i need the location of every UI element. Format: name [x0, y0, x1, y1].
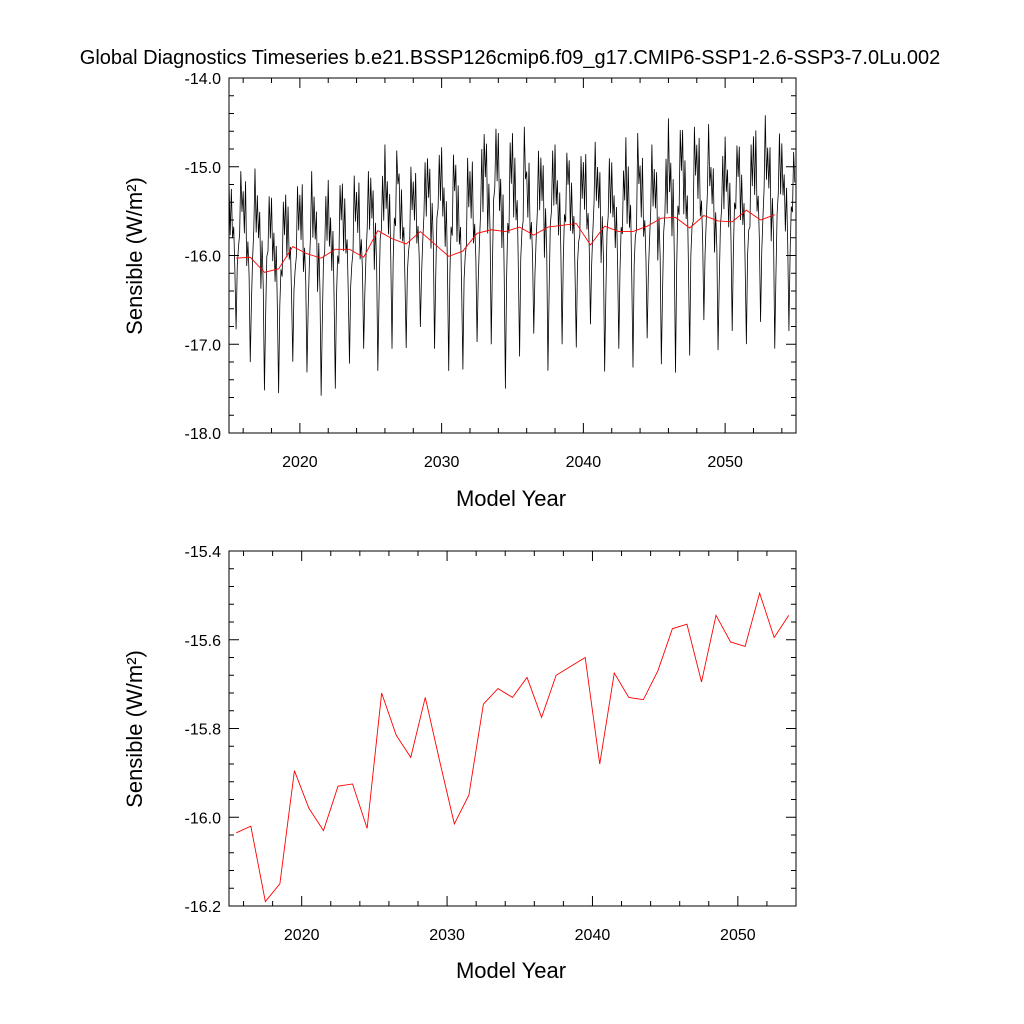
y-tick-label: -17.0 [185, 337, 222, 354]
y-tick-label: -14.0 [185, 71, 222, 88]
bottom-y-tick-labels: -15.4 -15.6 -15.8 -16.0 -16.2 [185, 544, 222, 916]
top-y-tick-labels: -14.0 -15.0 -16.0 -17.0 -18.0 [185, 71, 222, 443]
chart-title: Global Diagnostics Timeseries b.e21.BSSP… [80, 47, 940, 69]
top-y-axis-label: Sensible (W/m²) [122, 177, 147, 335]
bottom-annual-series-line [236, 591, 790, 903]
y-tick-label: -15.0 [185, 160, 222, 177]
bottom-annual-panel: -15.4-15.6-15.8-16.0-16.2 2020 2030 2040 20… [122, 544, 797, 983]
top-plot-lines [229, 115, 796, 396]
bottom-plot-lines [236, 591, 790, 903]
x-tick-label: 2050 [720, 927, 756, 944]
bottom-plot-frame [228, 550, 797, 907]
x-tick-label: 2040 [566, 454, 602, 471]
bottom-y-axis-label: Sensible (W/m²) [122, 650, 147, 808]
y-tick-label: -16.2 [185, 899, 222, 916]
x-tick-label: 2050 [707, 454, 743, 471]
top-timeseries-panel: -14.0-15.0-16.0-17.0-18.0 2020 2030 2040 20… [122, 71, 797, 511]
bottom-axis-ticks [229, 550, 797, 907]
y-tick-label: -16.0 [185, 249, 222, 266]
x-tick-label: 2020 [282, 454, 318, 471]
top-x-axis-label: Model Year [456, 486, 566, 511]
top-monthly-series-line [229, 115, 796, 396]
x-tick-label: 2030 [424, 454, 460, 471]
y-tick-label: -15.6 [185, 633, 222, 650]
bottom-x-tick-labels: 2020 2030 2040 2050 [284, 927, 756, 944]
top-axis-ticks [229, 77, 796, 434]
y-tick-label: -15.4 [185, 544, 222, 561]
top-annual-series-line [236, 209, 775, 273]
y-tick-label: -18.0 [185, 426, 222, 443]
x-tick-label: 2030 [429, 927, 465, 944]
top-x-tick-labels: 2020 2030 2040 2050 [282, 454, 743, 471]
top-plot-frame [228, 77, 797, 434]
y-tick-label: -16.0 [185, 810, 222, 827]
bottom-x-axis-label: Model Year [456, 958, 566, 983]
y-tick-label: -15.8 [185, 722, 222, 739]
x-tick-label: 2020 [284, 927, 320, 944]
x-tick-label: 2040 [575, 927, 611, 944]
